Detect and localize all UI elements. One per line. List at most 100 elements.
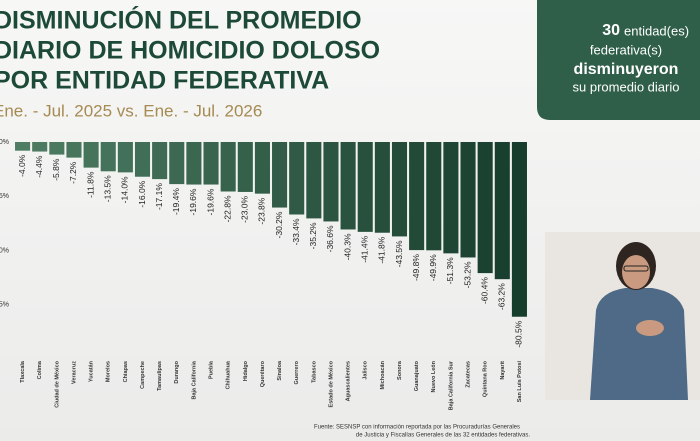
value-label: -60.4%: [479, 277, 489, 304]
value-label: -17.1%: [154, 183, 164, 210]
glasses: [623, 265, 649, 272]
title-line: POR ENTIDAD FEDERATIVA: [0, 67, 329, 95]
x-tick-label: San Luis Potosí: [517, 361, 523, 403]
x-tick-label: Quintana Roo: [483, 360, 489, 397]
bar: [83, 142, 99, 168]
bar: [306, 142, 322, 219]
value-label: -43.5%: [394, 240, 404, 267]
bar: [409, 142, 425, 251]
callout-box: [537, 0, 700, 120]
title-line: DIARIO DE HOMICIDIO DOLOSO: [0, 37, 380, 65]
bar: [357, 142, 373, 232]
value-label: -63.2%: [497, 283, 507, 310]
bar: [426, 142, 442, 251]
value-label: -11.8%: [85, 171, 95, 198]
bar: [117, 142, 133, 173]
value-label: -16.0%: [137, 180, 147, 207]
bar: [15, 142, 31, 151]
value-label: -14.0%: [120, 176, 130, 203]
value-label: -35.2%: [308, 222, 318, 249]
y-tick-label: -25%: [0, 193, 9, 200]
value-label: -41.4%: [359, 235, 369, 262]
bar: [511, 142, 527, 317]
title-line: DISMINUCIÓN DEL PROMEDIO: [0, 5, 362, 35]
callout-text: entidad(es): [624, 23, 689, 38]
x-tick-label: Nayarit: [500, 361, 506, 380]
bar: [100, 142, 116, 172]
x-tick-label: Jalisco: [363, 360, 369, 379]
value-label: -30.2%: [274, 211, 284, 238]
x-tick-label: Guerrero: [294, 360, 300, 384]
value-label: -23.8%: [257, 197, 267, 224]
x-tick-label: Puebla: [208, 360, 214, 379]
x-tick-label: Baja California: [191, 360, 197, 399]
value-label: -51.3%: [445, 257, 455, 284]
bar: [443, 142, 459, 254]
value-label: -49.9%: [428, 254, 438, 281]
x-tick-label: Colima: [37, 360, 43, 379]
value-label: -19.4%: [171, 188, 181, 215]
x-tick-label: Tamaulipas: [157, 361, 163, 391]
value-label: -40.3%: [342, 233, 352, 260]
person-face: [622, 255, 650, 289]
value-label: -19.6%: [188, 188, 198, 215]
bar: [340, 142, 356, 230]
x-tick-label: Yucatán: [89, 360, 95, 382]
x-tick-label: Sonora: [397, 360, 403, 380]
value-label: -80.5%: [514, 320, 524, 347]
bar: [272, 142, 288, 208]
callout-text: disminuyeron: [574, 61, 679, 78]
x-tick-label: Aguascalientes: [346, 361, 352, 401]
callout-text: su promedio diario: [573, 79, 680, 94]
bar: [32, 142, 48, 152]
bar: [152, 142, 168, 180]
person-hands: [636, 320, 664, 336]
bar: [494, 142, 510, 280]
x-tick-label: Morelos: [106, 361, 112, 382]
value-label: -4.4%: [34, 155, 44, 178]
bar: [323, 142, 339, 222]
value-label: -33.4%: [291, 218, 301, 245]
source-note: Fuente: SESNSP con información reportada…: [314, 425, 520, 431]
value-label: -4.0%: [17, 154, 27, 177]
x-tick-label: Guanajuato: [414, 360, 420, 391]
x-tick-label: Estado de México: [328, 360, 334, 407]
x-tick-label: Ciudad de México: [54, 360, 60, 407]
bar: [237, 142, 253, 192]
bar: [186, 142, 202, 185]
y-tick-label: -75%: [0, 302, 9, 309]
callout-number: 30: [602, 22, 620, 39]
x-tick-label: Zacatecas: [465, 361, 471, 388]
value-label: -19.6%: [205, 188, 215, 215]
bar: [254, 142, 270, 194]
x-tick-label: Chiapas: [123, 361, 129, 382]
x-tick-label: Chihuahua: [226, 360, 232, 389]
callout-text: federativa(s): [590, 42, 662, 57]
x-tick-label: Tabasco: [311, 360, 317, 383]
source-note: de Justicia y Fiscalías Generales de las…: [356, 433, 530, 439]
value-label: -53.2%: [462, 261, 472, 288]
bar: [374, 142, 390, 233]
x-tick-label: Querétaro: [260, 360, 266, 387]
x-tick-label: Hidalgo: [243, 360, 249, 381]
bar: [460, 142, 476, 258]
x-tick-label: Sinaloa: [277, 360, 283, 381]
x-tick-label: Tlaxcala: [20, 360, 26, 383]
bar: [169, 142, 185, 185]
subtitle: Ene. - Jul. 2025 vs. Ene. - Jul. 2026: [0, 101, 262, 120]
x-tick-label: Durango: [174, 360, 180, 383]
bar: [134, 142, 151, 177]
x-tick-label: Veracruz: [71, 361, 77, 384]
x-tick-label: Campeche: [140, 361, 146, 389]
y-tick-label: 0%: [0, 139, 9, 146]
bar: [66, 142, 82, 158]
value-label: -23.0%: [240, 195, 250, 222]
bar: [289, 142, 305, 215]
bar: [477, 142, 493, 274]
interpreter-video: [545, 232, 700, 400]
bar: [220, 142, 236, 192]
person-body: [590, 288, 688, 400]
x-tick-label: Michoacán: [380, 360, 386, 389]
value-label: -13.5%: [102, 175, 112, 202]
